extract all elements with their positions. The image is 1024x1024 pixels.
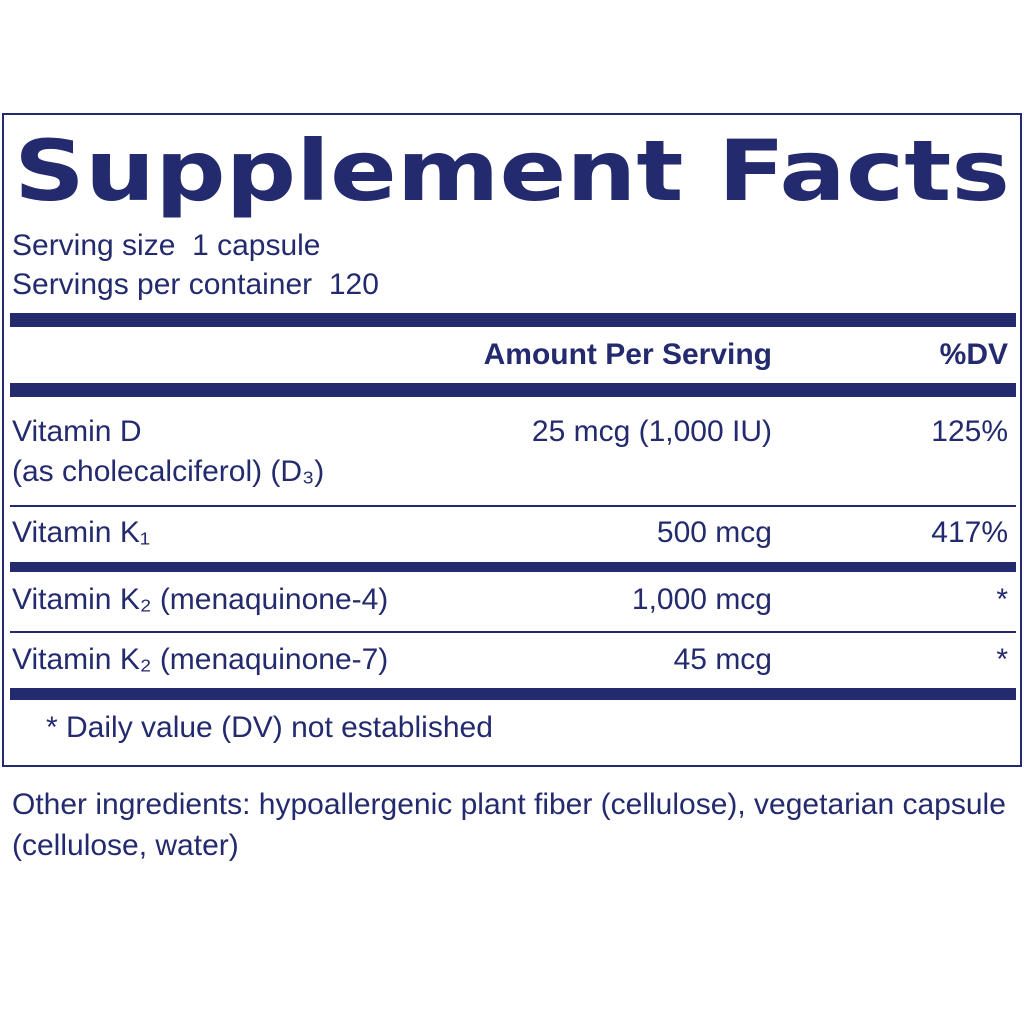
nutrient-subname: (as cholecalciferol) (D₃)	[12, 455, 325, 488]
amount: 25 mcg (1,000 IU)	[531, 415, 772, 448]
daily-value: *	[996, 583, 1008, 616]
header-amount: Amount Per Serving	[483, 338, 772, 371]
daily-value: *	[996, 643, 1008, 676]
nutrient-name: Vitamin K₂ (menaquinone-4)	[12, 583, 389, 616]
amount: 1,000 mcg	[631, 583, 772, 616]
thick-rule	[10, 313, 1016, 327]
footnote: * Daily value (DV) not established	[46, 711, 493, 744]
title: Supplement Facts	[14, 128, 1010, 218]
amount: 500 mcg	[656, 516, 772, 549]
thin-rule	[10, 631, 1016, 633]
thick-rule	[10, 562, 1016, 572]
title-svg: Supplement Facts	[14, 128, 1010, 218]
thick-rule	[10, 383, 1016, 397]
label-box	[2, 113, 1022, 767]
header-dv: %DV	[939, 338, 1008, 371]
nutrient-name: Vitamin K₁	[12, 516, 150, 549]
thick-rule	[10, 688, 1016, 700]
daily-value: 125%	[931, 415, 1008, 448]
thin-rule	[10, 505, 1016, 507]
servings-per-container: Servings per container 120	[12, 268, 379, 301]
daily-value: 417%	[931, 516, 1008, 549]
nutrient-name: Vitamin K₂ (menaquinone-7)	[12, 643, 389, 676]
other-ingredients: Other ingredients: hypoallergenic plant …	[12, 788, 1006, 862]
serving-size: Serving size 1 capsule	[12, 229, 321, 262]
nutrient-name: Vitamin D	[12, 415, 142, 448]
amount: 45 mcg	[673, 643, 772, 676]
